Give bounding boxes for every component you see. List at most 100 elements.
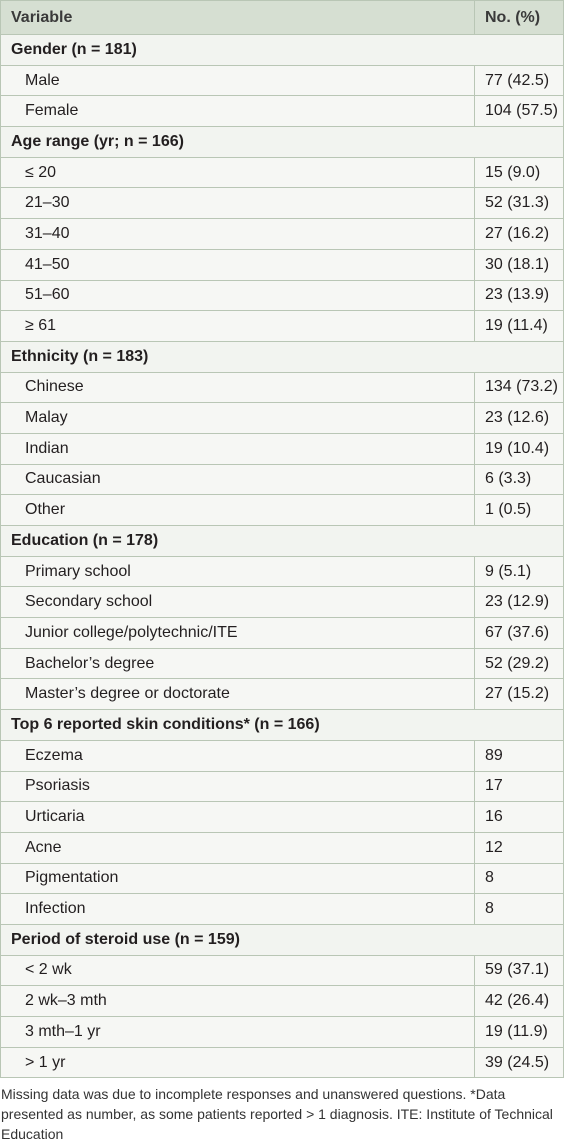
item-value: 52 (29.2): [474, 647, 564, 680]
item-label: Junior college/polytechnic/ITE: [0, 617, 475, 649]
item-value: 17: [474, 770, 564, 803]
item-row: 41–50 30 (18.1): [0, 248, 564, 281]
item-row: Chinese 134 (73.2): [0, 371, 564, 404]
section-title: Education (n = 178): [0, 525, 564, 557]
item-label: Malay: [0, 402, 475, 434]
item-value: 42 (26.4): [474, 985, 564, 1017]
item-label: 21–30: [0, 187, 475, 220]
item-row: < 2 wk 59 (37.1): [0, 954, 564, 987]
item-row: Eczema 89: [0, 739, 564, 772]
item-label: 3 mth–1 yr: [0, 1016, 475, 1048]
section-title: Ethnicity (n = 183): [0, 340, 564, 373]
item-value: 15 (9.0): [474, 156, 564, 189]
item-label: Infection: [0, 893, 475, 925]
item-label: Bachelor’s degree: [0, 647, 475, 680]
footnote: Missing data was due to incomplete respo…: [1, 1086, 553, 1143]
item-label: Eczema: [0, 739, 475, 772]
item-value: 134 (73.2): [474, 371, 564, 404]
section-row: Age range (yr; n = 166): [0, 126, 564, 158]
item-value: 27 (15.2): [474, 678, 564, 711]
item-row: Pigmentation 8: [0, 862, 564, 895]
item-row: Master’s degree or doctorate 27 (15.2): [0, 678, 564, 711]
item-value: 9 (5.1): [474, 555, 564, 588]
item-row: 51–60 23 (13.9): [0, 279, 564, 312]
item-value: 8: [474, 862, 564, 895]
item-value: 23 (12.6): [474, 402, 564, 434]
item-value: 6 (3.3): [474, 463, 564, 496]
item-value: 23 (13.9): [474, 279, 564, 312]
item-label: Pigmentation: [0, 862, 475, 895]
item-label: Chinese: [0, 371, 475, 404]
item-label: 41–50: [0, 248, 475, 281]
item-row: Malay 23 (12.6): [0, 402, 564, 434]
item-row: Psoriasis 17: [0, 770, 564, 803]
item-row: Junior college/polytechnic/ITE 67 (37.6): [0, 617, 564, 649]
item-row: > 1 yr 39 (24.5): [0, 1046, 564, 1079]
item-value: 19 (11.9): [474, 1016, 564, 1048]
section-title: Gender (n = 181): [0, 34, 564, 66]
item-row: Urticaria 16: [0, 801, 564, 833]
item-value: 27 (16.2): [474, 218, 564, 250]
item-row: Secondary school 23 (12.9): [0, 586, 564, 619]
header-row: Variable No. (%): [0, 0, 564, 35]
item-value: 104 (57.5): [474, 95, 564, 128]
item-label: Secondary school: [0, 586, 475, 619]
item-value: 77 (42.5): [474, 64, 564, 97]
item-label: Psoriasis: [0, 770, 475, 803]
item-row: Other 1 (0.5): [0, 494, 564, 526]
item-label: Male: [0, 64, 475, 97]
section-title: Period of steroid use (n = 159): [0, 923, 564, 956]
item-row: Female 104 (57.5): [0, 95, 564, 128]
item-label: ≥ 61: [0, 310, 475, 342]
item-row: Infection 8: [0, 893, 564, 925]
item-value: 39 (24.5): [474, 1046, 564, 1079]
item-label: > 1 yr: [0, 1046, 475, 1079]
item-label: Urticaria: [0, 801, 475, 833]
section-row: Education (n = 178): [0, 525, 564, 557]
item-label: Primary school: [0, 555, 475, 588]
item-value: 67 (37.6): [474, 617, 564, 649]
item-value: 89: [474, 739, 564, 772]
section-row: Period of steroid use (n = 159): [0, 923, 564, 956]
item-row: Male 77 (42.5): [0, 64, 564, 97]
item-label: Indian: [0, 432, 475, 465]
item-row: ≥ 61 19 (11.4): [0, 310, 564, 342]
item-label: Caucasian: [0, 463, 475, 496]
item-row: 21–30 52 (31.3): [0, 187, 564, 220]
item-value: 19 (10.4): [474, 432, 564, 465]
item-label: Female: [0, 95, 475, 128]
section-row: Top 6 reported skin conditions* (n = 166…: [0, 709, 564, 741]
item-row: 31–40 27 (16.2): [0, 218, 564, 250]
item-row: Indian 19 (10.4): [0, 432, 564, 465]
demographics-table: Variable No. (%) Gender (n = 181) Male 77 …: [0, 0, 564, 1079]
item-value: 8: [474, 893, 564, 925]
item-label: Master’s degree or doctorate: [0, 678, 475, 711]
item-label: Other: [0, 494, 475, 526]
item-value: 59 (37.1): [474, 954, 564, 987]
item-row: Caucasian 6 (3.3): [0, 463, 564, 496]
item-row: 2 wk–3 mth 42 (26.4): [0, 985, 564, 1017]
item-value: 52 (31.3): [474, 187, 564, 220]
section-row: Gender (n = 181): [0, 34, 564, 66]
section-row: Ethnicity (n = 183): [0, 340, 564, 373]
item-value: 12: [474, 831, 564, 864]
item-label: ≤ 20: [0, 156, 475, 189]
header-cell: Variable: [0, 0, 475, 35]
item-label: 51–60: [0, 279, 475, 312]
section-title: Top 6 reported skin conditions* (n = 166…: [0, 709, 564, 741]
item-label: Acne: [0, 831, 475, 864]
item-row: Acne 12: [0, 831, 564, 864]
header-cell: No. (%): [474, 0, 564, 35]
item-row: 3 mth–1 yr 19 (11.9): [0, 1016, 564, 1048]
item-label: 31–40: [0, 218, 475, 250]
item-label: 2 wk–3 mth: [0, 985, 475, 1017]
item-value: 16: [474, 801, 564, 833]
item-label: < 2 wk: [0, 954, 475, 987]
item-row: Bachelor’s degree 52 (29.2): [0, 647, 564, 680]
item-row: Primary school 9 (5.1): [0, 555, 564, 588]
item-value: 1 (0.5): [474, 494, 564, 526]
item-value: 30 (18.1): [474, 248, 564, 281]
section-title: Age range (yr; n = 166): [0, 126, 564, 158]
item-row: ≤ 20 15 (9.0): [0, 156, 564, 189]
